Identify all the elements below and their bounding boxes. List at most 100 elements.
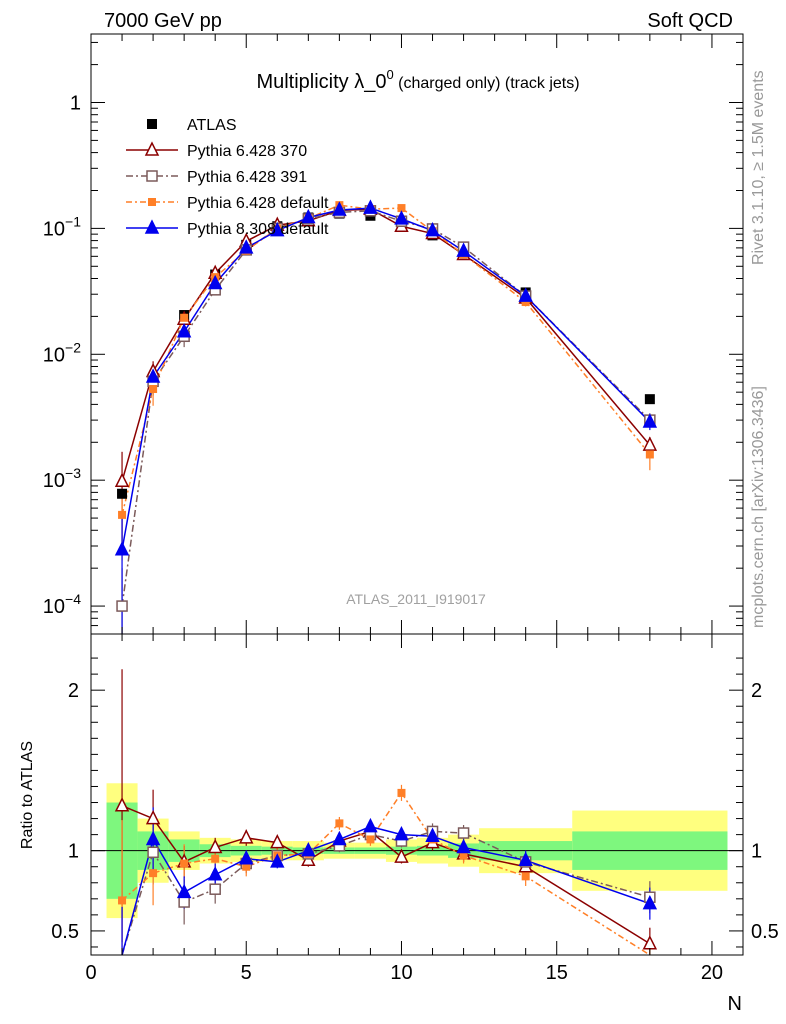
y-tick-label-2: 10−2 [43,339,81,366]
ratio-point [425,827,440,842]
x-axis-label: N [728,993,742,1015]
y-tick-label-1: 10−1 [43,213,81,240]
mcplots-label: mcplots.cern.ch [arXiv:1306.3436] [750,386,767,628]
y-tick-exp: −3 [65,465,81,481]
y-tick-base: 10 [43,470,65,492]
header-left: 7000 GeV pp [104,10,222,32]
ratio-panel-axes: 0.5 0.51 12 20 5 10 15 20 [51,633,779,984]
x-tick-label-2: 10 [390,962,412,984]
series-point [114,472,130,488]
series-point [301,208,316,224]
y-tick-base: 1 [70,92,81,114]
series-point [116,600,128,612]
series-point [456,242,471,257]
series-point [645,450,654,459]
y-tick-base: 10 [43,344,65,366]
series-point [239,239,254,254]
series-point [425,221,440,237]
y-tick-label-4: 10−4 [43,591,81,618]
y-tick-exp: −4 [65,591,81,607]
x-tick-label-4: 20 [701,962,723,984]
main-chart-title-sup: 0 [386,67,393,82]
ratio-point [457,827,470,839]
series-point [180,313,189,322]
ratio-point [239,850,254,865]
series-point [363,199,378,214]
ratio-point [332,830,347,846]
legend-marker-1 [146,170,158,182]
legend-label-3: Pythia 8.308 default [187,221,329,238]
ratio-point [209,883,221,895]
ratio-point [456,838,471,854]
ratio-point [145,809,161,825]
series-point [207,274,223,290]
main-panel-series [114,199,658,634]
series-point [518,287,533,302]
ratio-point [394,848,409,863]
main-panel-axes: 110−110−210−310−4 [43,33,744,635]
series-point [397,204,406,213]
legend-atlas-marker [147,119,157,129]
ratio-point [176,883,192,899]
ratio-point [642,894,658,910]
main-chart-title-rest: (charged only) (track jets) [394,75,580,92]
ratio-point [114,797,130,812]
legend-label-2: Pythia 6.428 default [187,195,329,212]
ratio-y-axis-label: Ratio to ATLAS [19,741,36,849]
atlas-point [644,394,655,405]
series-point [145,368,161,383]
series-point [270,221,285,237]
ratio-point [118,896,127,905]
atlas-point [117,488,128,499]
ratio-point [270,853,285,868]
analysis-label: ATLAS_2011_I919017 [346,591,486,607]
ratio-point [459,851,468,860]
series-point [642,413,658,428]
ratio-point [207,838,223,854]
ratio-y-tick-label-right: 0.5 [751,921,779,943]
ratio-point [180,859,189,868]
ratio-y-tick-label-right: 2 [751,680,762,702]
ratio-point [147,846,159,859]
ratio-point [301,841,316,857]
x-tick-label-3: 15 [546,962,568,984]
ratio-point [363,817,378,833]
y-tick-label-0: 1 [70,92,81,114]
ratio-y-tick-label-left: 0.5 [51,921,79,943]
ratio-point [149,869,158,878]
legend-label-1: Pythia 6.428 391 [187,169,307,186]
rivet-label: Rivet 3.1.10, ≥ 1.5M events [750,70,767,265]
y-tick-exp: −2 [65,339,81,355]
legend-atlas-label: ATLAS [187,117,237,134]
legend-marker-3 [144,219,160,234]
ratio-point [145,830,161,846]
ratio-y-tick-label-left: 2 [68,680,79,702]
series-point [149,384,158,393]
legend-label-0: Pythia 6.428 370 [187,143,307,160]
legend: ATLAS Pythia 6.428 370 Pythia 6.428 391 Pyt… [126,117,329,238]
x-tick-label-1: 5 [241,962,252,984]
y-tick-base: 10 [43,596,65,618]
ratio-y-tick-label-left: 1 [68,841,79,863]
series-point [642,436,658,451]
ratio-y-tick-label-right: 1 [751,841,762,863]
ratio-panel-frame [90,633,744,956]
ratio-point [366,835,375,844]
ratio-point [270,833,285,849]
series-point [394,210,409,225]
ratio-point [335,819,344,828]
main-chart-title: Multiplicity λ_00 (charged only) (track … [256,67,579,93]
series-point [521,298,530,307]
y-tick-label-3: 10−3 [43,465,81,492]
ratio-point [394,825,409,841]
legend-marker-2 [148,198,156,206]
series-point [118,510,127,519]
series-point [114,541,130,556]
ratio-point [518,851,533,867]
ratio-panel-series [114,669,658,956]
y-tick-base: 10 [43,218,65,240]
ratio-point [178,896,190,908]
ratio-point [239,829,254,844]
ratio-point [521,872,530,881]
